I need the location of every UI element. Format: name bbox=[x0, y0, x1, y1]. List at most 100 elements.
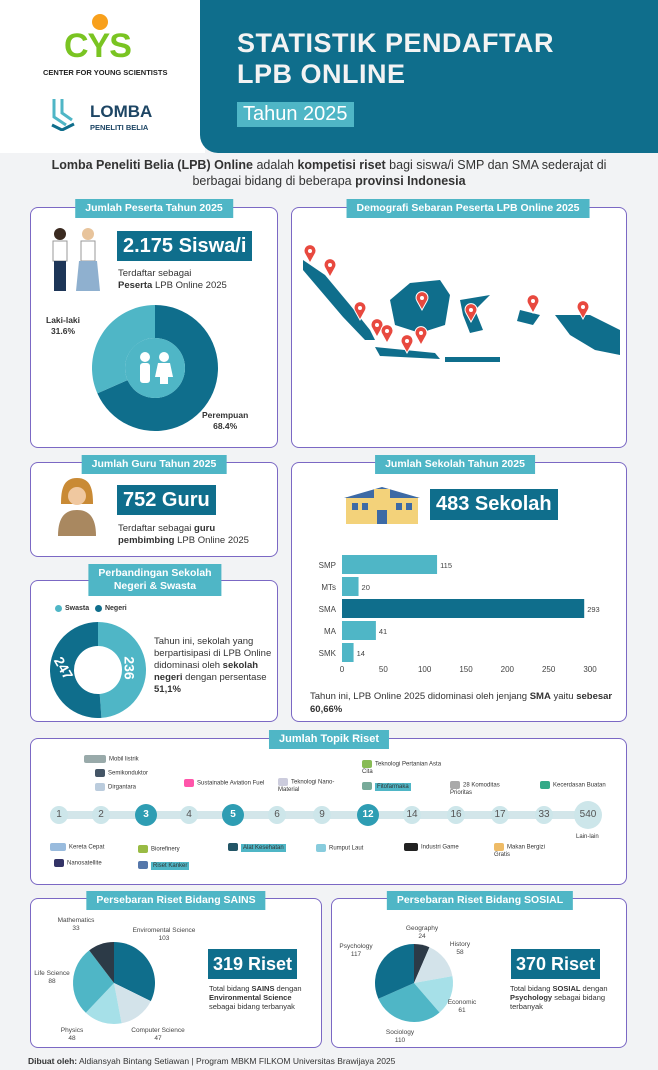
lpb-logo: LOMBA bbox=[90, 102, 153, 121]
tab-line: Negeri & Swasta bbox=[113, 580, 197, 592]
pie-label: Psychology bbox=[339, 943, 373, 950]
perbandingan-note: Tahun ini, sekolah yang berpartisipasi d… bbox=[154, 636, 274, 696]
x-tick-label: 100 bbox=[418, 665, 432, 674]
female-pct: 68.4% bbox=[213, 421, 238, 431]
pie-slice-psychology bbox=[375, 944, 414, 999]
sains-total: 319 Riset bbox=[208, 949, 298, 979]
sekolah-note-bold: sebesar 60,66% bbox=[310, 691, 613, 715]
tab-guru: Jumlah Guru Tahun 2025 bbox=[81, 455, 227, 474]
teacher-icon bbox=[58, 478, 96, 536]
topic-label: Nanosatellite bbox=[67, 860, 102, 867]
tab-line: Perbandingan Sekolah bbox=[98, 567, 212, 579]
commodity-icon bbox=[450, 781, 460, 789]
cys-logo-head-icon bbox=[92, 14, 108, 30]
pie-value-label: 58 bbox=[456, 949, 464, 956]
pie-slice-sociology bbox=[378, 983, 440, 1022]
bar-category-label: SMA bbox=[319, 605, 337, 614]
bar-smp bbox=[342, 555, 438, 574]
title-line-2: LPB ONLINE bbox=[237, 59, 406, 89]
topic-nano: Teknologi Nano-Material bbox=[278, 778, 340, 794]
pie-slice-enviromental-science bbox=[114, 942, 155, 1002]
desc-bold: Psychology bbox=[510, 993, 553, 1002]
tab-peserta: Jumlah Peserta Tahun 2025 bbox=[75, 199, 233, 218]
timeline-node-14: 14 bbox=[403, 806, 421, 824]
swasta-slice bbox=[98, 622, 146, 718]
topic-nanosatellite: Nanosatellite bbox=[54, 859, 102, 868]
donut-legend: Swasta Negeri bbox=[55, 604, 127, 613]
aircraft-icon bbox=[95, 783, 105, 791]
female-label: Perempuan 68.4% bbox=[202, 410, 248, 432]
timeline-node-1: 1 bbox=[50, 806, 68, 824]
desc-text: sebagai bidang terbanyak bbox=[510, 993, 606, 1011]
sosial-pie-chart: Geography24History58Economic61Sociology1… bbox=[339, 925, 477, 1044]
bar-mts bbox=[342, 577, 359, 596]
indonesia-map bbox=[303, 244, 620, 362]
lpb-logo-subtitle: PENELITI BELIA bbox=[90, 123, 149, 132]
pie-value-label: 103 bbox=[159, 935, 170, 942]
drone-plant-icon bbox=[362, 760, 372, 768]
pie-label: Physics bbox=[61, 1027, 84, 1034]
x-tick-label: 200 bbox=[501, 665, 515, 674]
pie-value-label: 24 bbox=[418, 933, 426, 940]
topic-label-highlight: Alat Kesehatan bbox=[241, 843, 286, 852]
pie-value-label: 48 bbox=[68, 1035, 76, 1042]
topic-ai: Kecerdasan Buatan bbox=[540, 781, 606, 790]
pie-label: History bbox=[450, 941, 471, 948]
pie-value-label: 33 bbox=[72, 925, 80, 932]
topic-mobil-listrik: Mobil listrik bbox=[84, 755, 139, 764]
cancer-cell-icon bbox=[138, 861, 148, 869]
note-text: Tahun ini, sekolah yang berpartisipasi d… bbox=[154, 636, 272, 671]
pie-value-label: 117 bbox=[351, 951, 362, 958]
bar-category-label: MTs bbox=[321, 583, 336, 592]
pie-slice-mathematics bbox=[89, 942, 114, 983]
bar-value-label: 115 bbox=[440, 561, 452, 570]
legend-negeri: Negeri bbox=[104, 605, 127, 612]
male-label: Laki-laki 31.6% bbox=[46, 315, 80, 337]
title-line-1: STATISTIK PENDAFTAR bbox=[237, 28, 554, 58]
intro-bold: kompetisi riset bbox=[297, 158, 386, 172]
topic-biorefinery: Biorefinery bbox=[138, 845, 180, 854]
timeline-node-12: 12 bbox=[357, 804, 379, 826]
location-pin-icon bbox=[380, 324, 394, 345]
female-slice bbox=[97, 305, 218, 431]
pie-slice-economic bbox=[414, 976, 453, 1013]
lpb-logo-icon bbox=[51, 99, 75, 131]
timeline-node-4: 4 bbox=[180, 806, 198, 824]
topic-label: Kecerdasan Buatan bbox=[553, 782, 606, 789]
pie-label: Sociology bbox=[386, 1029, 415, 1036]
desc-text: sebagai bidang terbanyak bbox=[209, 1002, 295, 1011]
peserta-count: 2.175 Siswa/i bbox=[117, 231, 253, 261]
sains-desc: Total bidang SAINS dengan Environmental … bbox=[209, 984, 309, 1011]
page-title: STATISTIK PENDAFTAR LPB ONLINE bbox=[237, 28, 554, 90]
sekolah-note-bold: SMA bbox=[529, 691, 551, 702]
timeline-node-17: 17 bbox=[491, 806, 509, 824]
topic-fitofarmaka: Fitofarmaka bbox=[362, 782, 411, 791]
timeline-node-9: 9 bbox=[313, 806, 331, 824]
topic-pertanian: Teknologi Pertanian Asta Cita bbox=[362, 760, 442, 776]
topic-alkes: Alat Kesehatan bbox=[228, 843, 286, 852]
topic-rumput-laut: Rumput Laut bbox=[316, 844, 363, 853]
topic-komoditas: 28 Komoditas Prioritas bbox=[450, 781, 520, 797]
sekolah-note-text: yaitu bbox=[550, 691, 577, 702]
footer-credit: Dibuat oleh: Aldiansyah Bintang Setiawan… bbox=[28, 1056, 395, 1066]
bar-smk bbox=[342, 643, 354, 662]
topic-label-highlight: Riset Kanker bbox=[151, 861, 190, 870]
bar-value-label: 20 bbox=[362, 583, 370, 592]
location-pin-icon bbox=[414, 326, 428, 347]
bar-category-label: MA bbox=[324, 627, 337, 636]
topic-saf: Sustainable Aviation Fuel bbox=[184, 779, 272, 788]
desc-bold: SAINS bbox=[251, 984, 275, 993]
students-icon bbox=[52, 228, 100, 291]
location-pin-icon bbox=[526, 294, 540, 315]
header-logo-area: CYS CENTER FOR YOUNG SCIENTISTS LOMBA PE… bbox=[0, 0, 205, 153]
island-sumatra bbox=[303, 260, 375, 340]
pie-value-label: 47 bbox=[154, 1035, 162, 1042]
bar-sma bbox=[342, 599, 585, 618]
timeline-node-5: 5 bbox=[222, 804, 244, 826]
x-tick-label: 250 bbox=[542, 665, 556, 674]
fuel-plane-icon bbox=[184, 779, 194, 787]
location-pin-icon bbox=[415, 291, 429, 312]
ai-robot-icon bbox=[540, 781, 550, 789]
gender-icon bbox=[140, 352, 173, 384]
pie-slice-computer-science bbox=[114, 983, 151, 1024]
